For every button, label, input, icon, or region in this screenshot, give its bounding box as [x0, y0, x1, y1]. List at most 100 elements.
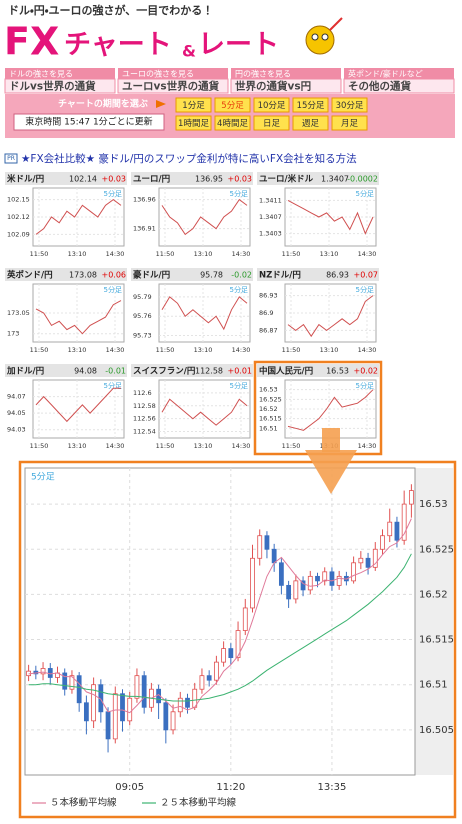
y-tick-label: 173.05 — [7, 309, 30, 317]
plot-area — [158, 283, 251, 343]
title-rate: レート — [198, 30, 279, 61]
tab-label: ドルvs世界の通貨 — [9, 80, 96, 93]
mini-chart[interactable]: NZドル/円 86.93 +0.07 86.93 86.9 86.87 11:50 13:10… — [257, 268, 379, 354]
period-button[interactable]: 週足 — [292, 115, 329, 131]
price-line — [35, 387, 121, 423]
tab-body — [4, 78, 116, 94]
pointer-arrow-stem — [322, 428, 340, 452]
tab-top — [5, 68, 115, 79]
x-tick-label: 14:30 — [106, 250, 125, 258]
tab-top — [344, 68, 454, 79]
y-tick-label: 16.51 — [419, 680, 448, 691]
mini-chart[interactable]: 豪ドル/円 95.78 -0.02 95.79 95.76 95.73 11:50 13:10… — [131, 268, 253, 354]
candle-body — [163, 702, 169, 731]
candle-body — [76, 675, 82, 704]
period-button[interactable]: 月足 — [331, 115, 368, 131]
period-button[interactable]: 10分足 — [253, 97, 290, 113]
period-tag: 5分足 — [31, 472, 55, 483]
period-tag: 5分足 — [230, 285, 248, 294]
period-button[interactable]: 15分足 — [292, 97, 329, 113]
pr-link[interactable]: ★FX会社比較★ 豪ドル/円のスワップ金利が特に高いFX会社を知る方法 — [21, 152, 357, 165]
period-button[interactable]: 日足 — [253, 115, 290, 131]
candle-body — [271, 548, 277, 564]
x-tick-label: 11:50 — [30, 250, 49, 258]
rate: 86.93 — [326, 271, 349, 280]
pair-name: 米ドル/円 — [7, 174, 44, 185]
candle-body — [394, 521, 400, 541]
period-button[interactable]: 1分足 — [175, 97, 212, 113]
x-tick-label: 13:10 — [194, 250, 213, 258]
y-tick-label: 95.79 — [133, 293, 152, 301]
tab-small: 円の強さを見る — [235, 69, 291, 79]
period-button[interactable]: 30分足 — [331, 97, 368, 113]
y-tick-label: 112.58 — [133, 402, 156, 410]
button-label: 15分足 — [297, 101, 325, 111]
candle-body — [278, 562, 284, 586]
y-tick-label: 16.515 — [259, 415, 282, 423]
button-bg — [331, 115, 368, 131]
y-tick-label: 16.53 — [259, 386, 278, 394]
y-tick-label: 1.3403 — [259, 230, 282, 238]
change: -0.0002 — [347, 175, 378, 184]
y-tick-label: 94.03 — [7, 426, 26, 434]
change: -0.02 — [231, 271, 252, 280]
mini-chart[interactable]: 米ドル/円 102.14 +0.03 102.15 102.12 102.09 11:50 1… — [5, 172, 127, 258]
price-line — [287, 295, 374, 338]
period-button[interactable]: 5分足 — [214, 97, 251, 113]
candle-body — [242, 607, 248, 631]
y-tick-label: 102.15 — [7, 196, 30, 204]
candle-body — [91, 684, 97, 722]
rate: 173.08 — [69, 271, 97, 280]
y-tick-label: 95.76 — [133, 312, 152, 320]
candle-body — [358, 557, 364, 564]
candle-body — [307, 575, 313, 591]
panel-header — [257, 268, 379, 281]
button-bg — [214, 97, 251, 113]
period-button[interactable]: 1時間足 — [175, 115, 212, 131]
pair-name: NZドル/円 — [259, 271, 301, 281]
y-tick-label: 16.515 — [419, 635, 454, 646]
candle-body — [170, 711, 176, 731]
x-tick-label: 14:30 — [232, 250, 251, 258]
mini-chart[interactable]: ユーロ/米ドル 1.3407-0.00021.34111.34071.340311… — [257, 172, 379, 258]
y-tick-label: 94.07 — [7, 393, 26, 401]
candle-body — [120, 693, 125, 722]
candle-body — [329, 571, 335, 586]
x-tick-label: 13:10 — [194, 346, 213, 354]
x-tick-label: 13:10 — [320, 250, 339, 258]
moving-average — [28, 553, 412, 702]
price-line — [161, 198, 248, 236]
candle-body — [315, 575, 320, 582]
mini-chart[interactable]: スイスフラン/円 112.58 +0.01112.6112.58112.56112.… — [131, 364, 253, 450]
mini-chart[interactable]: 加ドル/円 94.08 -0.01 94.07 94.05 94.03 11:50 13:10… — [5, 364, 127, 450]
title-fx: FX — [4, 20, 59, 64]
pr-badge: PR — [7, 155, 15, 162]
mini-chart[interactable]: 中国人民元/円 16.53 +0.0216.5316.52516.5216.5151… — [253, 360, 383, 456]
price-line — [287, 389, 374, 431]
rate: 16.53 — [326, 367, 349, 376]
rate: 94.08 — [74, 367, 97, 376]
candle-body — [300, 580, 306, 591]
candle-body — [401, 503, 407, 541]
y-tick-label: 16.53 — [419, 499, 448, 510]
y-tick-label: 112.56 — [133, 415, 156, 423]
period-tag: 5分足 — [356, 189, 374, 198]
rate: 136.95 — [195, 175, 223, 184]
candle-body — [365, 557, 371, 568]
x-tick-label: 11:50 — [156, 442, 175, 450]
button-bg — [292, 97, 329, 113]
change: +0.07 — [353, 271, 378, 280]
y-tick-label: 16.525 — [419, 544, 454, 555]
pair-name: 豪ドル/円 — [133, 270, 170, 281]
x-tick-label: 11:50 — [156, 346, 175, 354]
mini-chart[interactable]: 英ポンド/円 173.08 +0.06 173.05 173 11:50 13:10 14:3… — [5, 268, 127, 354]
button-bg — [253, 97, 290, 113]
period-button[interactable]: 4時間足 — [214, 115, 251, 131]
button-label: 1時間足 — [178, 119, 209, 129]
mini-chart[interactable]: ユーロ/円 136.95 +0.03 136.96 136.91 11:50 13:10 14… — [131, 172, 253, 258]
